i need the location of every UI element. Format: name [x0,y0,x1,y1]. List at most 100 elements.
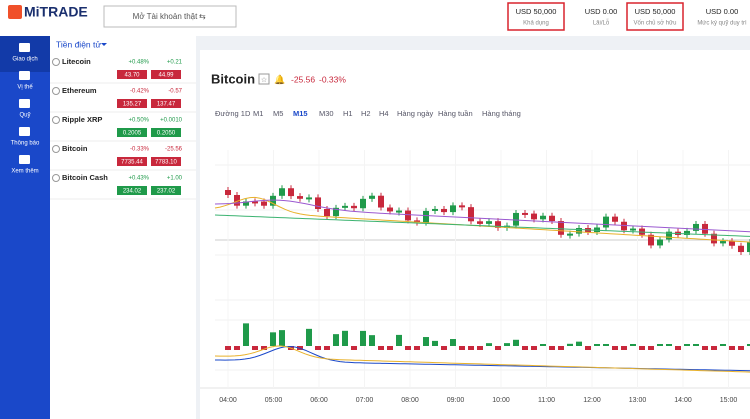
sidebar-icon[interactable] [19,127,30,136]
timeframe[interactable]: Đường 1D [215,109,251,118]
sell-price: 7735.44 [121,160,143,166]
candle [333,207,339,217]
sell-price: 0.2005 [123,131,142,137]
volume-bar [414,346,420,350]
sell-button[interactable] [117,128,147,137]
sell-button[interactable] [117,99,147,108]
instrument-name[interactable]: Litecoin [62,57,91,66]
timeframe[interactable]: H1 [343,109,353,118]
dropdown-caret [101,43,107,46]
radio[interactable] [52,116,60,124]
instrument-name[interactable]: Ethereum [62,86,97,95]
radio[interactable] [52,58,60,66]
category-dropdown[interactable]: Tiền điện tử [56,39,101,49]
buy-button[interactable] [151,70,181,79]
candle [252,201,258,204]
chart-change-pct: -0.33% [319,74,346,84]
volume-bar [729,346,735,350]
volume-bar [342,330,348,346]
timeframe[interactable]: Hàng ngày [397,109,434,118]
volume-bar [531,346,537,350]
change-pct: +0.50% [128,118,149,124]
radio[interactable] [52,145,60,153]
volume-bar [648,346,654,350]
x-label: 10:00 [492,397,510,404]
favorite-icon[interactable] [258,73,270,85]
volume-bar [333,334,339,346]
volume-bar [261,346,267,350]
sell-button[interactable] [117,70,147,79]
stat-value: USD 50,000 [516,7,557,16]
candle [693,223,699,231]
volume-bar [441,346,447,350]
radio[interactable] [52,87,60,95]
swap-icon: ⇆ [199,12,206,21]
candle [684,230,690,235]
buy-price: 237.02 [157,189,176,195]
alert-icon[interactable]: 🔔 [274,74,285,84]
volume-bar [279,330,285,346]
change: +0.21 [167,60,183,66]
timeframe[interactable]: M1 [253,109,263,118]
instrument-name[interactable]: Bitcoin Cash [62,173,108,182]
sidebar-icon[interactable] [19,43,30,52]
candle [405,210,411,221]
sidebar-icon[interactable] [19,99,30,108]
volume-bar [513,339,519,346]
buy-button[interactable] [151,157,181,166]
open-account-button[interactable] [103,5,237,28]
sidebar-icon[interactable] [19,71,30,80]
buy-price: 7783.10 [155,160,177,166]
volume-bar [567,343,573,346]
candle [531,213,537,220]
volume-bar [720,344,726,346]
stat-label: Lãi/Lỗ [593,20,610,27]
x-label: 09:00 [447,397,465,404]
volume-bar [351,346,357,350]
instrument-name[interactable]: Ripple XRP [62,115,102,124]
sidebar-item[interactable]: Thông báo [11,141,40,147]
volume-bar [423,337,429,346]
candle [261,201,267,206]
candle [279,188,285,196]
radio[interactable] [52,174,60,182]
sell-button[interactable] [117,157,147,166]
sidebar-item[interactable]: Xem thêm [11,169,38,175]
change-pct: -0.33% [130,147,150,153]
timeframe[interactable]: Hàng tuần [438,109,473,118]
sidebar-item[interactable]: Quỹ [19,113,30,119]
change-pct: +0.43% [128,176,149,182]
instrument-name[interactable]: Bitcoin [62,144,88,153]
stat-highlight [626,2,684,31]
volume-bar [549,346,555,350]
buy-button[interactable] [151,186,181,195]
sidebar-item[interactable]: Vị thế [17,85,33,91]
x-label: 14:00 [674,397,692,404]
volume-bar [558,346,564,350]
sidebar-item[interactable]: Giao dịch [12,57,37,63]
timeframe[interactable]: H2 [361,109,371,118]
candle [396,210,402,213]
timeframe[interactable]: H4 [379,109,389,118]
sell-price: 135.27 [123,102,142,108]
timeframe[interactable]: Hàng tháng [482,109,521,118]
candle [360,198,366,209]
x-label: 05:00 [265,397,283,404]
candle [225,190,231,195]
candle [594,227,600,232]
volume-bar [603,344,609,346]
sidebar-icon[interactable] [19,155,30,164]
timeframe[interactable]: M15 [293,109,308,118]
stat-value: USD 0.00 [706,7,739,16]
candle [378,195,384,208]
buy-button[interactable] [151,128,181,137]
candle [738,245,744,253]
candle [432,208,438,211]
timeframe[interactable]: M30 [319,109,334,118]
open-account-label: Mở Tài khoản thật [133,12,198,21]
indicator-line [214,199,750,233]
indicator-line [214,345,750,373]
timeframe[interactable]: M5 [273,109,283,118]
sell-button[interactable] [117,186,147,195]
buy-button[interactable] [151,99,181,108]
